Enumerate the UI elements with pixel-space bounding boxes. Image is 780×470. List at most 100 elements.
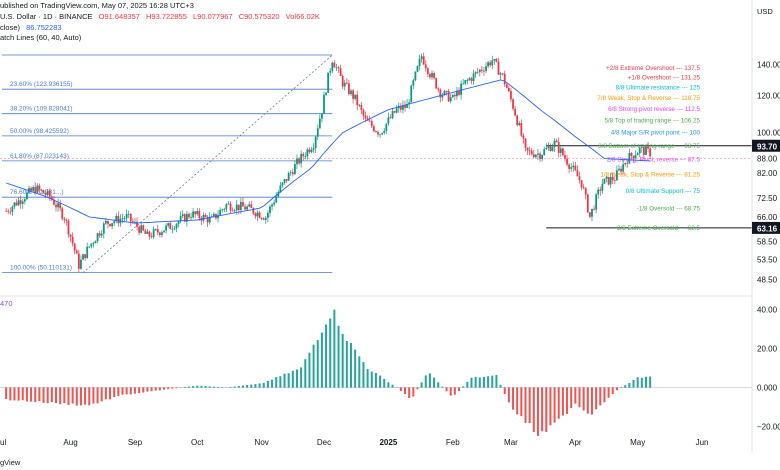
osc-bar: [349, 342, 352, 388]
candle-body: [545, 147, 548, 150]
candle-body: [17, 200, 20, 206]
candle-body: [171, 228, 174, 230]
candle-body: [622, 164, 625, 172]
osc-bar: [520, 387, 523, 417]
osc-bar: [295, 369, 298, 388]
indicator2-label: atch Lines (60, 40, Auto): [0, 33, 82, 42]
osc-bar: [92, 387, 95, 404]
candle-body: [439, 89, 442, 98]
candle-body: [352, 90, 354, 99]
candle-body: [628, 152, 631, 164]
legend-indicator2[interactable]: atch Lines (60, 40, Auto): [0, 33, 85, 42]
candle-body: [321, 113, 323, 119]
candle-body: [316, 128, 319, 137]
candle-body: [252, 207, 255, 214]
candle-body: [485, 66, 487, 72]
candle-body: [140, 225, 143, 233]
osc-bar: [71, 387, 74, 404]
candle-body: [262, 218, 265, 220]
price-tick-label: 140.00: [757, 61, 780, 70]
candle-body: [564, 155, 566, 159]
candle-body: [152, 229, 155, 238]
symbol-label[interactable]: U.S. Dollar · 1D · BINANCE: [0, 12, 93, 21]
osc-bar: [362, 362, 365, 388]
candle-body: [5, 210, 8, 212]
candle-body: [476, 71, 479, 73]
osc-bar: [549, 387, 552, 426]
candle-body: [489, 62, 492, 66]
osc-bar: [133, 387, 136, 394]
candle-body: [532, 154, 535, 158]
candle-body: [279, 185, 282, 193]
osc-bar: [79, 387, 82, 406]
candle-body: [59, 203, 62, 209]
candle-body: [277, 192, 280, 197]
candle-body: [281, 182, 284, 186]
osc-bar: [532, 387, 535, 432]
osc-bar: [163, 387, 166, 390]
candle-body: [524, 138, 527, 148]
candle-body: [185, 213, 188, 222]
osc-bar: [171, 387, 174, 389]
candle-body: [441, 94, 444, 98]
candle-body: [574, 165, 577, 171]
candle-body: [15, 202, 18, 206]
osc-bar: [599, 387, 602, 406]
candle-body: [435, 78, 438, 89]
osc-bar: [404, 387, 407, 395]
low-price-tag[interactable]: [752, 221, 780, 234]
osc-bar: [578, 387, 581, 408]
candle-body: [179, 216, 182, 222]
fib-level-label: 23.60% (123.936155): [10, 81, 73, 88]
osc-bar: [167, 387, 170, 390]
candle-body: [478, 69, 481, 73]
candle-body: [597, 189, 600, 195]
murrey-level-label: 4/8 Major S/R pivot point --- 100: [611, 130, 701, 137]
candle-body: [239, 202, 242, 211]
candle-body: [387, 117, 390, 124]
candle-body: [501, 73, 504, 75]
indicator1-value: 86.752283: [26, 23, 62, 32]
price-tick-label: 48.50: [757, 275, 778, 284]
candle-body: [136, 221, 138, 227]
osc-bar: [408, 387, 411, 399]
osc-bar: [590, 387, 593, 415]
candle-body: [383, 130, 386, 133]
price-pane[interactable]: 23.60% (123.936155) 38.20% (109.828041) 50…: [0, 52, 752, 274]
candle-body: [32, 187, 35, 191]
candle-body: [237, 204, 240, 211]
osc-bar: [570, 387, 573, 409]
candle-body: [607, 176, 610, 185]
current-price-tag[interactable]: [752, 139, 780, 152]
candle-body: [483, 70, 485, 72]
osc-bar: [121, 387, 124, 395]
time-tick-label: Nov: [255, 438, 269, 447]
osc-bar: [21, 387, 24, 401]
candle-body: [82, 254, 84, 260]
candle-body: [121, 218, 124, 220]
osc-bar: [304, 359, 307, 388]
osc-bar: [399, 387, 402, 392]
oscillator-pane[interactable]: [0, 309, 752, 436]
legend-oscillator[interactable]: 470: [0, 299, 17, 308]
osc-bar: [279, 376, 282, 388]
osc-bar: [9, 387, 12, 401]
candle-body: [42, 190, 45, 194]
candle-body: [364, 115, 367, 119]
osc-bar: [50, 387, 53, 403]
candle-body: [75, 250, 78, 254]
osc-bar: [624, 385, 627, 388]
candle-body: [100, 233, 103, 236]
osc-bar: [474, 376, 477, 388]
candle-body: [318, 118, 321, 129]
osc-bar: [208, 386, 211, 388]
legend-indicator1[interactable]: close) 86.752283: [0, 23, 66, 32]
legend-ohlc[interactable]: U.S. Dollar · 1D · BINANCE O91.648357 H9…: [0, 12, 324, 21]
murrey-level-label: 8/8 Ultimate resistance --- 125: [616, 84, 701, 91]
candle-body: [96, 233, 99, 242]
osc-bar: [88, 387, 91, 406]
candle-body: [107, 220, 109, 224]
candle-body: [350, 90, 352, 95]
osc-bar: [412, 387, 415, 397]
